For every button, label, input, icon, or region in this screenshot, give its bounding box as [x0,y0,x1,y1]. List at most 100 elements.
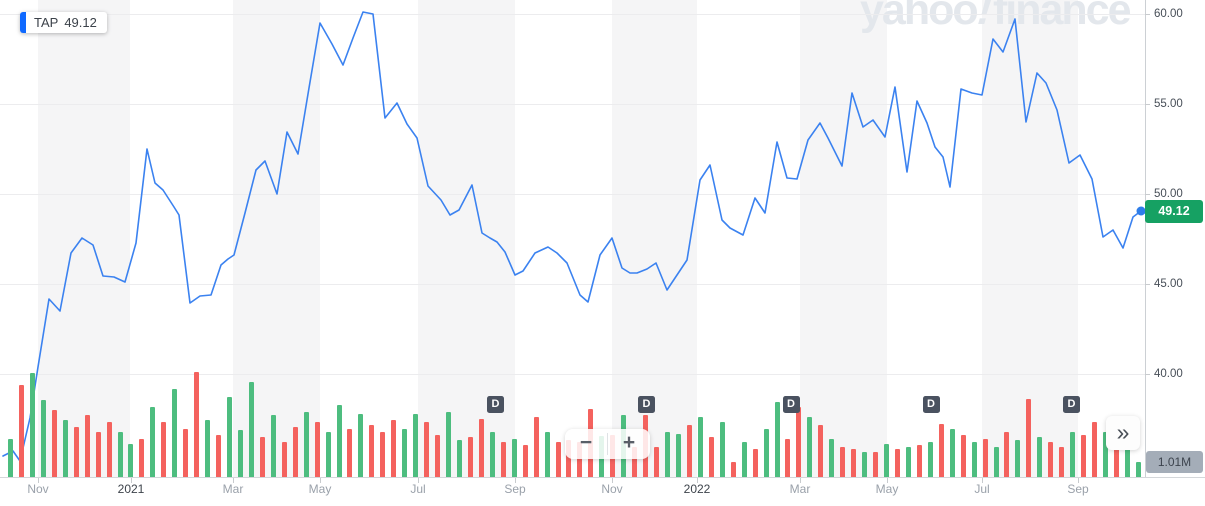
volume-bar [654,447,660,477]
yahoo-finance-watermark: yahoo!finance [860,0,1132,35]
gridline [0,14,1145,15]
volume-bar [51,410,57,477]
zoom-control-divider [607,433,608,455]
volume-bar [62,420,68,477]
x-axis-tick [887,478,888,483]
volume-bar [435,435,441,477]
volume-bar [675,434,681,477]
volume-bar [183,429,189,477]
volume-bar [84,415,90,477]
volume-bar [1015,440,1021,477]
volume-bar [993,447,999,477]
volume-bar [489,432,495,477]
gridline [0,374,1145,375]
volume-bar [413,414,419,477]
x-axis-tick [418,478,419,483]
y-axis-tick [1145,374,1150,375]
x-axis-tick [800,478,801,483]
x-axis-label: Mar [222,482,244,496]
volume-bar [1124,442,1130,477]
volume-bar [1037,437,1043,477]
volume-bar [73,427,79,477]
volume-bar [566,440,572,477]
dividend-marker[interactable]: D [1063,396,1080,413]
zoom-control: − + [565,429,650,459]
gridline [0,104,1145,105]
volume-bar [1026,399,1032,477]
volume-bar [927,442,933,477]
x-axis-label: Sep [1067,482,1089,496]
x-axis-tick [38,478,39,483]
volume-bar [106,422,112,477]
volume-bar [150,407,156,477]
volume-bar [1081,435,1087,477]
volume-bar [818,425,824,477]
volume-bar [402,429,408,477]
volume-bar [763,429,769,477]
x-axis-label: Mar [789,482,811,496]
volume-bar [730,462,736,477]
x-axis-tick [612,478,613,483]
dividend-marker[interactable]: D [922,396,940,413]
zoom-in-button[interactable]: + [622,431,636,454]
x-axis-label: 2022 [683,482,711,496]
volume-bar [774,402,780,477]
volume-bar [446,412,451,477]
volume-bar [237,430,243,477]
x-axis-tick [320,478,321,483]
volume-bar [281,442,287,477]
x-axis-label: Nov [601,482,623,496]
volume-bar [1103,432,1108,477]
volume-bar [270,415,276,477]
volume-bar [796,407,802,477]
volume-bar [971,442,977,477]
bg-stripe [233,0,320,477]
volume-bar [632,447,638,477]
x-axis-tick [515,478,516,483]
dividend-marker[interactable]: D [782,396,800,413]
dividend-marker[interactable]: D [487,396,504,413]
volume-bar [752,449,758,477]
volume-bar [205,420,211,477]
expand-chart-button[interactable]: » [1106,416,1140,450]
volume-bar [686,425,692,477]
volume-bar [40,400,46,477]
volume-bar [1004,432,1010,477]
volume-bar [533,417,539,477]
zoom-out-button[interactable]: − [579,431,593,454]
volume-bar [741,442,747,477]
dividend-marker[interactable]: D [638,396,655,413]
symbol-legend-badge: TAP 49.12 [20,12,107,33]
x-axis-tick [1078,478,1079,483]
x-axis-label: 2021 [117,482,145,496]
volume-bar [314,422,320,477]
volume-bar [697,417,703,477]
x-axis-label: Nov [27,482,49,496]
symbol-label: TAP [34,15,59,30]
volume-bar [161,422,167,477]
volume-bar [719,422,725,477]
y-axis-label: 45.00 [1154,278,1183,290]
x-axis-label: May [308,482,332,496]
y-axis-label: 55.00 [1154,98,1183,110]
volume-bar [807,417,813,477]
volume-bar [862,452,868,477]
volume-bar [840,447,846,477]
volume-bar [325,432,331,477]
y-axis-label: 40.00 [1154,368,1183,380]
bg-stripe [800,0,887,477]
volume-bar [949,429,955,477]
volume-bar [117,432,123,477]
symbol-price-label: 49.12 [64,15,97,30]
volume-bar [292,427,298,477]
volume-bar [139,439,145,477]
last-price-dot [1136,206,1145,216]
volume-bar [259,437,265,477]
x-axis-label: May [875,482,899,496]
x-axis-tick [233,478,234,483]
volume-bar [391,420,397,477]
volume-bar [456,440,462,477]
volume-bar [829,439,835,477]
volume-bar [227,397,232,477]
last-volume-badge: 1.01M [1146,451,1203,473]
